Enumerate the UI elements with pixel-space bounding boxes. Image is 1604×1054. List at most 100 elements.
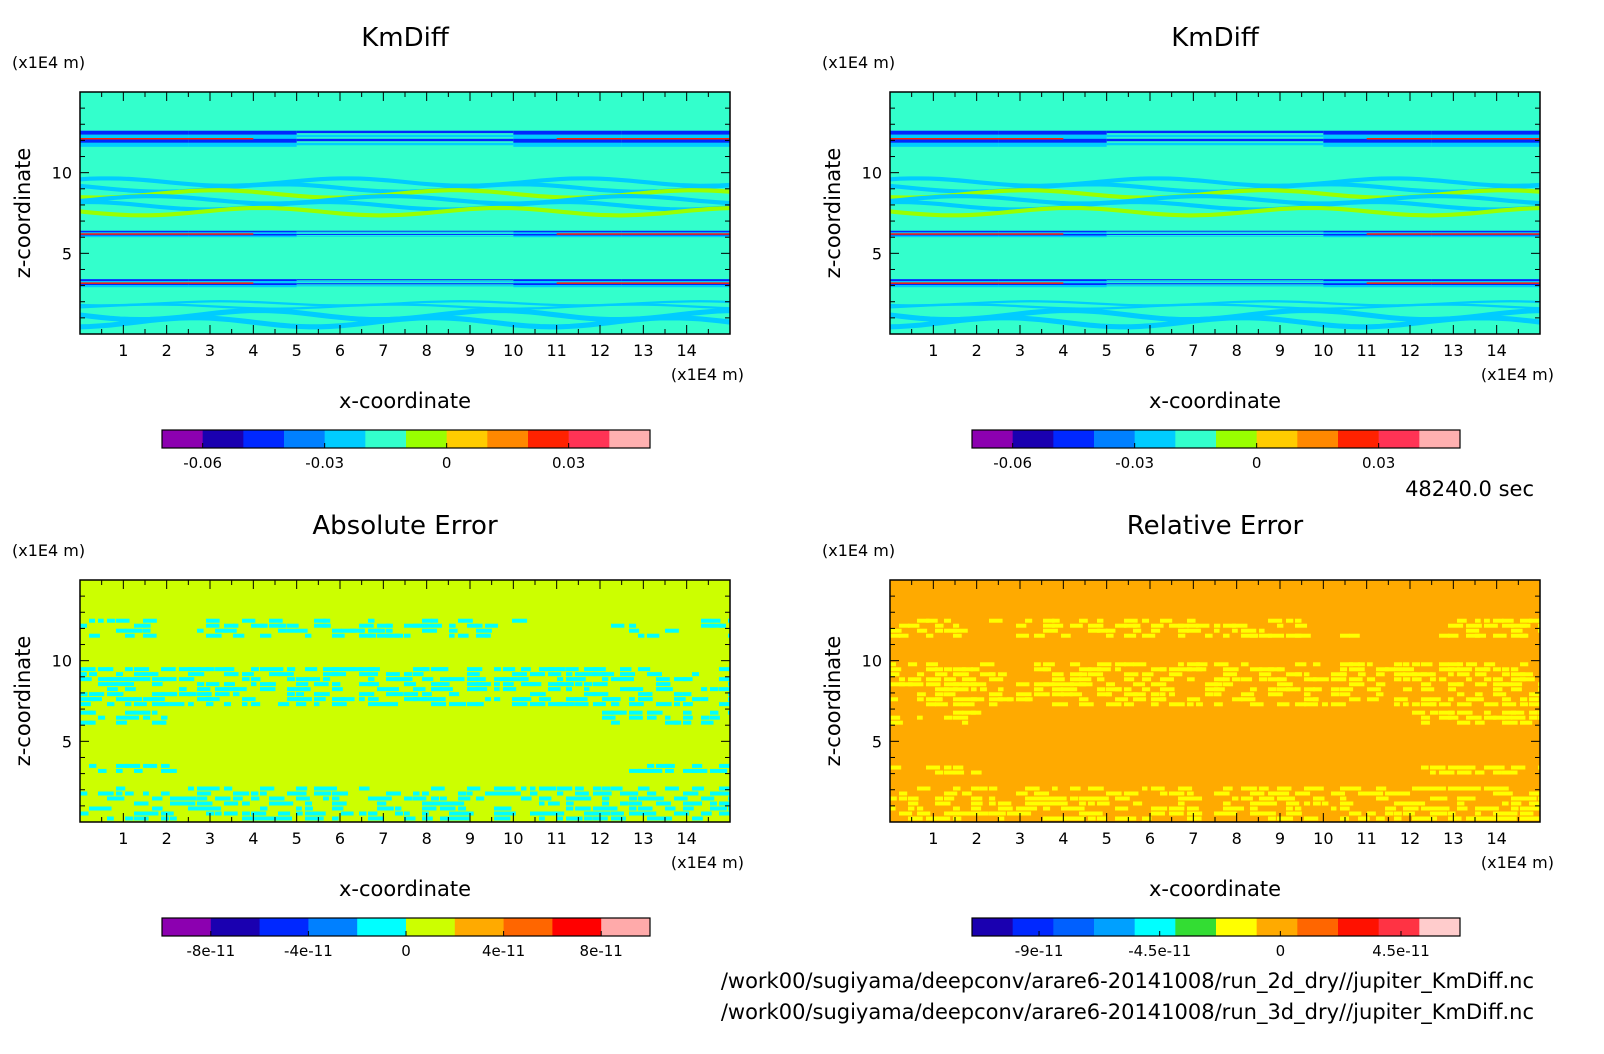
heatmap-cell: [728, 702, 730, 707]
heatmap-cell: [998, 281, 1107, 284]
heatmap-cell: [647, 811, 657, 816]
heatmap-cell: [197, 801, 213, 806]
heatmap-cell: [1268, 816, 1276, 821]
heatmap-cell: [683, 710, 692, 715]
heatmap-cell: [1367, 697, 1379, 702]
heatmap-cell: [116, 720, 127, 725]
heatmap-cell: [1025, 618, 1033, 623]
heatmap-cell: [242, 672, 254, 677]
heatmap-cell: [665, 763, 675, 768]
heatmap-cell: [476, 796, 485, 801]
colorbar-swatch: [1094, 918, 1136, 936]
heatmap-cell: [1323, 281, 1432, 284]
heatmap-cell: [1277, 667, 1285, 672]
heatmap-cell: [206, 786, 220, 791]
heatmap-cell: [449, 811, 463, 816]
heatmap-cell: [1502, 623, 1514, 628]
heatmap-cell: [1196, 796, 1203, 801]
heatmap-cell: [1142, 786, 1148, 791]
heatmap-cell: [1223, 801, 1231, 806]
heatmap-cell: [1061, 816, 1076, 821]
heatmap-cell: [188, 235, 297, 238]
heatmap-cell: [1016, 682, 1030, 687]
heatmap-cell: [1250, 633, 1259, 638]
heatmap-cell: [1475, 811, 1481, 816]
heatmap-cell: [125, 791, 134, 796]
heatmap-cell: [1115, 806, 1129, 811]
heatmap-cell: [647, 816, 658, 821]
heatmap-cell: [1538, 801, 1540, 806]
heatmap-cell: [80, 283, 189, 286]
heatmap-cell: [1475, 667, 1489, 672]
heatmap-cell: [926, 667, 938, 672]
heatmap-cell: [467, 672, 480, 677]
heatmap-cell: [152, 682, 163, 687]
heatmap-band: [80, 130, 730, 147]
heatmap-cell: [161, 692, 178, 697]
colorbar-tick-label: 0.03: [552, 454, 585, 472]
x-axis-label: x-coordinate: [339, 877, 471, 901]
heatmap-cell: [1448, 667, 1460, 672]
heatmap-cell: [638, 667, 651, 672]
heatmap-cell: [926, 662, 938, 667]
heatmap-cell: [1502, 786, 1509, 791]
heatmap-cell: [1313, 687, 1322, 692]
heatmap-cell: [1493, 770, 1502, 775]
heatmap-cell: [143, 677, 151, 682]
heatmap-cell: [1394, 662, 1403, 667]
heatmap-cell: [620, 801, 629, 806]
heatmap-cell: [1178, 796, 1191, 801]
heatmap-cell: [494, 697, 501, 702]
heatmap-cell: [1376, 667, 1389, 672]
heatmap-cell: [1538, 702, 1540, 707]
heatmap-cell: [1493, 765, 1505, 770]
heatmap-cell: [251, 811, 265, 816]
heatmap-cell: [413, 791, 420, 796]
heatmap-cell: [1016, 623, 1027, 628]
heatmap-cell: [926, 633, 934, 638]
heatmap-cell: [1304, 786, 1315, 791]
heatmap-cell: [1520, 697, 1528, 702]
x-tick-label: 9: [1275, 829, 1285, 848]
heatmap-cell: [278, 811, 291, 816]
heatmap-cell: [494, 816, 505, 821]
heatmap-cell: [593, 672, 607, 677]
x-tick-label: 7: [378, 341, 388, 360]
heatmap-cell: [440, 682, 450, 687]
heatmap-cell: [1205, 682, 1219, 687]
heatmap-cell: [224, 667, 235, 672]
heatmap-cell: [404, 682, 417, 687]
heatmap-cell: [386, 633, 400, 638]
heatmap-cell: [1106, 633, 1114, 638]
heatmap-cell: [647, 791, 657, 796]
heatmap-cell: [89, 763, 97, 768]
heatmap-cell: [944, 791, 958, 796]
heatmap-cell: [890, 796, 897, 801]
heatmap-cell: [1457, 806, 1468, 811]
heatmap-cell: [566, 677, 578, 682]
heatmap-cell: [953, 816, 962, 821]
heatmap-cell: [1070, 806, 1085, 811]
colorbar-tick-label: 0: [401, 942, 411, 960]
heatmap-cell: [1295, 702, 1307, 707]
heatmap-cell: [1142, 687, 1151, 692]
heatmap-cell: [656, 687, 668, 692]
heatmap-cell: [1538, 796, 1540, 801]
heatmap-cell: [134, 623, 147, 628]
heatmap-cell: [1232, 697, 1243, 702]
heatmap-cell: [602, 786, 611, 791]
heatmap-cell: [935, 801, 951, 806]
heatmap-cell: [1448, 672, 1454, 677]
heatmap-cell: [557, 816, 564, 821]
heatmap-cell: [1448, 786, 1458, 791]
heatmap-cell: [1286, 687, 1296, 692]
heatmap-cell: [917, 672, 925, 677]
heatmap-cell: [89, 720, 96, 725]
heatmap-cell: [728, 697, 730, 702]
x-unit-label: (x1E4 m): [1481, 365, 1554, 384]
heatmap-cell: [296, 130, 514, 134]
heatmap-cell: [521, 796, 532, 801]
heatmap-cell: [1475, 806, 1486, 811]
heatmap-cell: [1124, 633, 1137, 638]
